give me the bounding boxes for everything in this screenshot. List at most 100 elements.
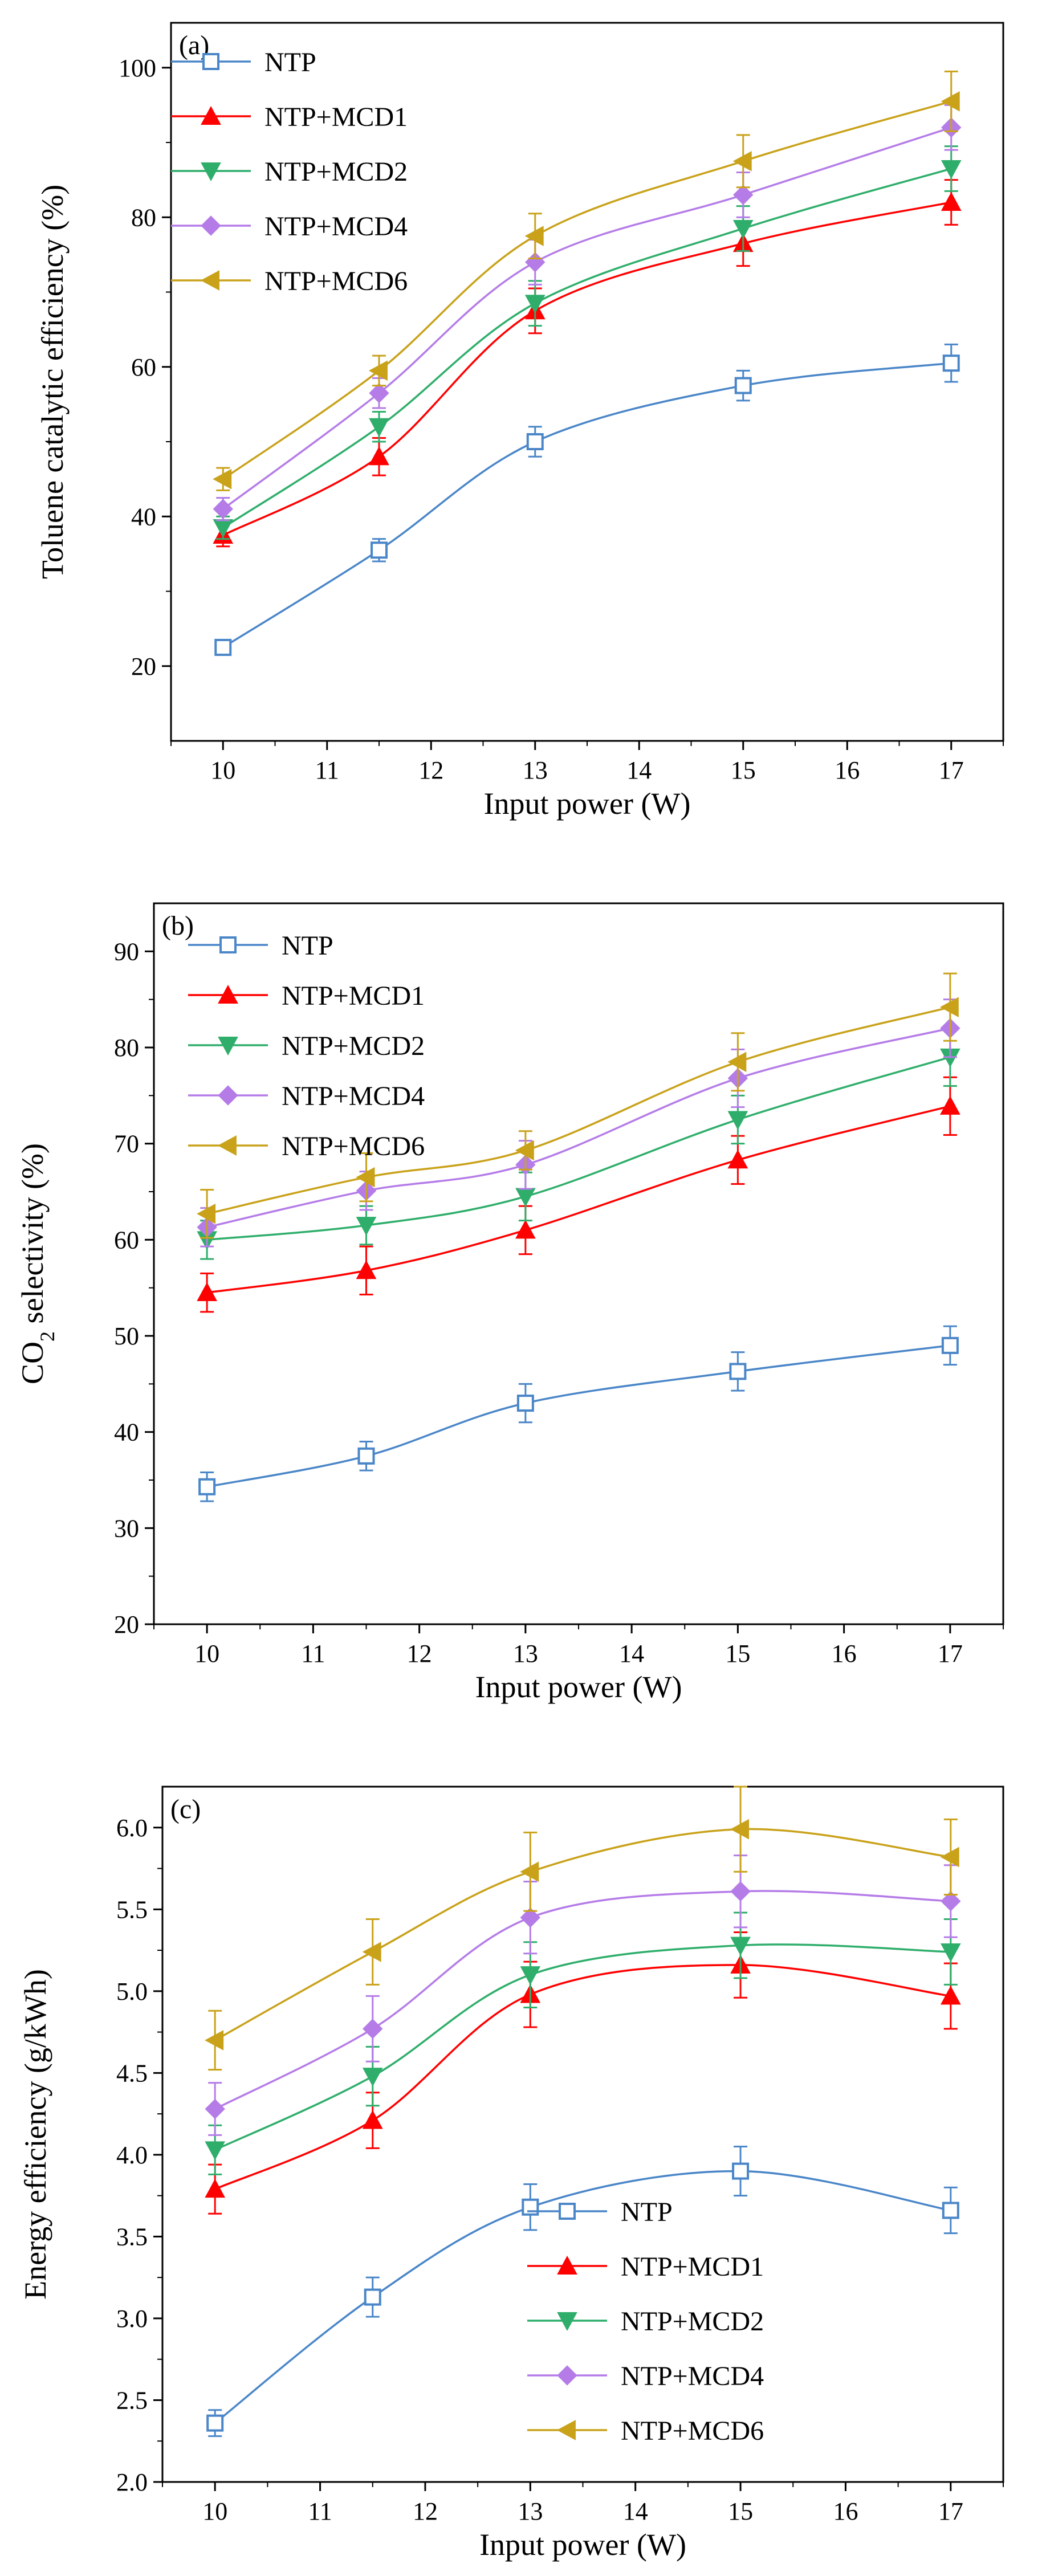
series-line xyxy=(206,1006,951,1215)
data-point xyxy=(730,1881,751,1902)
x-axis-label: Input power (W) xyxy=(484,786,691,821)
data-point xyxy=(369,418,389,437)
data-point xyxy=(524,295,546,314)
y-tick-label: 50 xyxy=(114,1322,139,1350)
data-point xyxy=(941,1336,959,1354)
series-line xyxy=(214,1828,951,2041)
data-point xyxy=(732,219,754,239)
legend: NTP NTP+MCD1 NTP+MCD2 NTP+MCD4 NTP+MCD6 xyxy=(188,931,425,1161)
y-tick-label: 5.0 xyxy=(116,1978,148,2006)
y-tick-label: 60 xyxy=(131,353,156,381)
legend-marker xyxy=(219,936,237,953)
data-point xyxy=(730,1937,751,1956)
data-point xyxy=(732,150,752,172)
series-line xyxy=(222,201,952,536)
legend-label: NTP+MCD4 xyxy=(621,2361,764,2391)
legend-marker xyxy=(201,105,221,125)
y-axis-label: Energy efficiency (g/kWh) xyxy=(18,1969,52,2300)
x-tick-label: 13 xyxy=(523,756,548,784)
data-point xyxy=(356,1260,377,1279)
legend-marker xyxy=(202,53,219,70)
y-tick-label: 6.0 xyxy=(116,1814,148,1842)
x-tick-label: 14 xyxy=(619,1640,644,1668)
legend-marker xyxy=(218,1037,238,1056)
data-point xyxy=(197,1282,217,1302)
data-point xyxy=(515,1220,536,1239)
y-tick-label: 70 xyxy=(114,1130,139,1158)
legend-marker xyxy=(559,2203,576,2220)
legend-marker xyxy=(556,2420,576,2440)
data-point xyxy=(939,997,959,1017)
x-tick-label: 16 xyxy=(835,756,860,784)
y-axis-label: Toluene catalytic efficiency (%) xyxy=(35,185,70,579)
data-point xyxy=(942,2202,959,2219)
data-point xyxy=(940,1847,959,1868)
data-point xyxy=(942,354,960,372)
data-point xyxy=(729,1363,747,1380)
data-point xyxy=(213,499,233,519)
x-tick-label: 11 xyxy=(315,756,339,784)
series-ntp-mcd6 xyxy=(213,70,960,491)
series-line xyxy=(206,1344,951,1488)
y-tick-label: 4.0 xyxy=(116,2141,148,2169)
series-line xyxy=(214,1890,951,2110)
data-point xyxy=(522,2198,539,2216)
y-tick-label: 40 xyxy=(114,1419,139,1446)
series-ntp xyxy=(214,343,960,656)
y-tick-label: 80 xyxy=(131,203,156,231)
legend-label: NTP xyxy=(621,2197,673,2227)
x-tick-label: 12 xyxy=(413,2497,438,2525)
data-point xyxy=(516,1395,534,1412)
legend-marker xyxy=(217,1135,237,1156)
data-point xyxy=(727,1150,748,1169)
data-point xyxy=(357,1447,375,1465)
x-tick-label: 17 xyxy=(938,1640,963,1668)
data-point xyxy=(941,91,960,112)
data-point xyxy=(733,185,754,205)
data-point xyxy=(524,226,544,246)
x-tick-label: 15 xyxy=(731,756,756,784)
series-line xyxy=(206,1027,951,1229)
x-tick-label: 10 xyxy=(210,756,235,784)
x-tick-label: 15 xyxy=(725,1640,750,1668)
data-point xyxy=(515,1188,536,1207)
data-point xyxy=(364,2288,381,2306)
x-tick-label: 10 xyxy=(194,1640,219,1668)
data-point xyxy=(368,360,388,381)
data-point xyxy=(526,433,544,450)
x-tick-label: 17 xyxy=(939,756,964,784)
data-point xyxy=(356,1217,377,1236)
data-point xyxy=(206,2414,224,2432)
legend-label: NTP+MCD6 xyxy=(621,2416,764,2446)
y-tick-label: 90 xyxy=(114,938,139,965)
panel-label: (c) xyxy=(170,1794,201,1824)
data-point xyxy=(369,446,389,466)
chart-panel-2: 10 11 12 13 14 15 16 17 20 30 40 50 60 70 80 90 Input po… xyxy=(15,902,1004,1704)
legend-marker xyxy=(201,215,221,236)
data-point xyxy=(362,2110,383,2129)
series-ntp-mcd1 xyxy=(197,1076,960,1313)
data-point xyxy=(205,2141,226,2161)
x-tick-label: 14 xyxy=(623,2497,648,2525)
legend-label: NTP xyxy=(282,931,333,961)
x-tick-label: 17 xyxy=(938,2497,963,2525)
x-tick-label: 13 xyxy=(518,2497,543,2525)
series-ntp xyxy=(206,2146,959,2438)
x-tick-label: 11 xyxy=(308,2497,332,2525)
data-point xyxy=(369,382,389,403)
y-tick-label: 3.5 xyxy=(116,2223,148,2251)
x-tick-label: 14 xyxy=(626,756,652,784)
x-tick-label: 13 xyxy=(513,1640,538,1668)
x-tick-label: 16 xyxy=(833,2497,858,2525)
legend-label: NTP+MCD1 xyxy=(282,981,425,1011)
data-point xyxy=(730,1819,750,1840)
legend-label: NTP xyxy=(264,47,316,78)
data-point xyxy=(940,1943,961,1962)
data-point xyxy=(362,1942,381,1962)
x-tick-label: 16 xyxy=(832,1640,857,1668)
legend-marker xyxy=(200,270,219,291)
series-ntp-mcd6 xyxy=(205,1786,959,2071)
y-tick-label: 80 xyxy=(114,1034,139,1062)
plot-frame xyxy=(161,1786,1004,2483)
